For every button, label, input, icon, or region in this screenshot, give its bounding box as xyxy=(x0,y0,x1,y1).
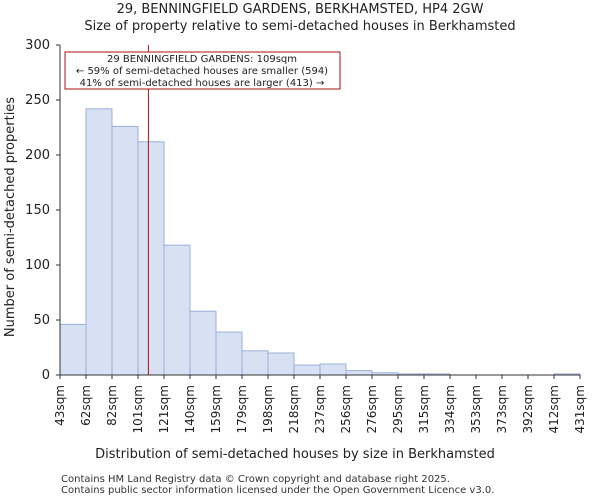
x-tick-label: 295sqm xyxy=(391,385,405,433)
x-tick-label: 237sqm xyxy=(313,385,327,433)
y-tick-label: 300 xyxy=(25,38,50,53)
bar-101sqm xyxy=(137,141,165,376)
x-tick-label: 315sqm xyxy=(417,385,431,433)
chart-title: 29, BENNINGFIELD GARDENS, BERKHAMSTED, H… xyxy=(116,2,484,17)
y-tick-label: 250 xyxy=(25,93,50,108)
footer-line-1: Contains HM Land Registry data © Crown c… xyxy=(61,474,450,485)
bar-218sqm xyxy=(293,364,321,376)
x-tick-label: 62sqm xyxy=(79,385,93,426)
y-axis-label: Number of semi-detached properties xyxy=(3,97,18,337)
y-tick-labels: 0 50 100 150 200 250 300 xyxy=(25,38,50,383)
chart-subtitle: Size of property relative to semi-detach… xyxy=(84,19,516,34)
annotation-line-3: 41% of semi-detached houses are larger (… xyxy=(80,78,325,89)
annotation-line-2: ← 59% of semi-detached houses are smalle… xyxy=(76,66,328,77)
x-tick-label: 218sqm xyxy=(287,385,301,433)
y-tick-label: 200 xyxy=(25,148,50,163)
x-tick-label: 256sqm xyxy=(339,385,353,433)
x-tick-label: 82sqm xyxy=(105,385,119,426)
bar-179sqm xyxy=(241,350,269,376)
bar-198sqm xyxy=(267,352,295,376)
x-tick-label: 276sqm xyxy=(365,385,379,433)
y-tick-label: 150 xyxy=(25,203,50,218)
x-tick-label: 353sqm xyxy=(469,385,483,433)
annotation-line-1: 29 BENNINGFIELD GARDENS: 109sqm xyxy=(107,54,297,65)
x-tick-label: 43sqm xyxy=(53,385,67,426)
x-tick-label: 198sqm xyxy=(261,385,275,433)
x-tick-label: 101sqm xyxy=(131,385,145,433)
y-tick-label: 100 xyxy=(25,258,50,273)
bar-140sqm xyxy=(189,310,217,376)
footer-line-2: Contains public sector information licen… xyxy=(61,485,495,496)
bar-43sqm xyxy=(59,323,87,376)
x-tick-label: 121sqm xyxy=(157,385,171,433)
y-tick-label: 50 xyxy=(33,313,50,328)
bar-121sqm xyxy=(163,244,191,376)
x-axis-label: Distribution of semi-detached houses by … xyxy=(95,447,495,462)
x-tick-label: 412sqm xyxy=(547,385,561,433)
bar-159sqm xyxy=(215,331,243,376)
x-tick-label: 373sqm xyxy=(495,385,509,433)
y-tick-label: 0 xyxy=(42,368,50,383)
bar-82sqm xyxy=(111,125,139,376)
x-tick-labels: 43sqm 62sqm 82sqm 101sqm 121sqm 140sqm 159sqm 1… xyxy=(53,385,587,433)
bar-256sqm xyxy=(345,370,373,376)
bars-group xyxy=(59,108,581,376)
x-tick-label: 334sqm xyxy=(443,385,457,433)
bar-62sqm xyxy=(85,108,113,376)
bar-237sqm xyxy=(319,363,347,376)
x-tick-label: 159sqm xyxy=(209,385,223,433)
x-tick-label: 140sqm xyxy=(183,385,197,433)
axes-group xyxy=(56,44,581,379)
x-tick-label: 431sqm xyxy=(573,385,587,433)
x-tick-label: 392sqm xyxy=(521,385,535,433)
annotation-box: 29 BENNINGFIELD GARDENS: 109sqm ← 59% of… xyxy=(64,51,341,90)
x-tick-label: 179sqm xyxy=(235,385,249,433)
